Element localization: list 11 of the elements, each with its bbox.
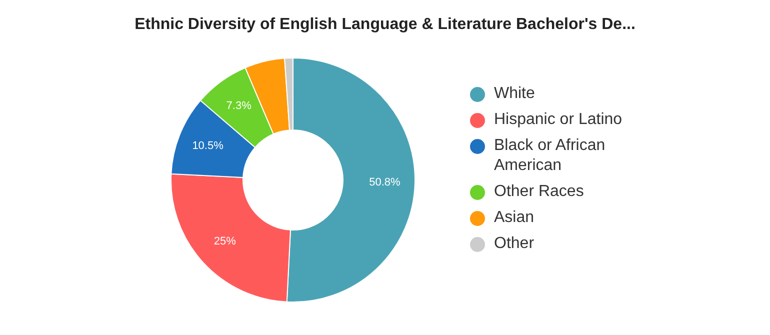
- legend-label: White: [494, 84, 536, 104]
- legend-label: Other: [494, 234, 536, 254]
- legend-label: Other Races: [494, 182, 585, 202]
- legend-label: Hispanic or Latino: [494, 110, 624, 130]
- data-label: 7.3%: [226, 100, 252, 112]
- chart-title: Ethnic Diversity of English Language & Literature Bachelor's De...: [134, 16, 636, 34]
- legend-label: Asian: [494, 208, 536, 228]
- legend-label: Black or African American: [494, 136, 606, 176]
- data-label: 50.8%: [369, 176, 401, 188]
- data-label: 10.5%: [192, 140, 224, 152]
- data-label: 25%: [214, 236, 236, 248]
